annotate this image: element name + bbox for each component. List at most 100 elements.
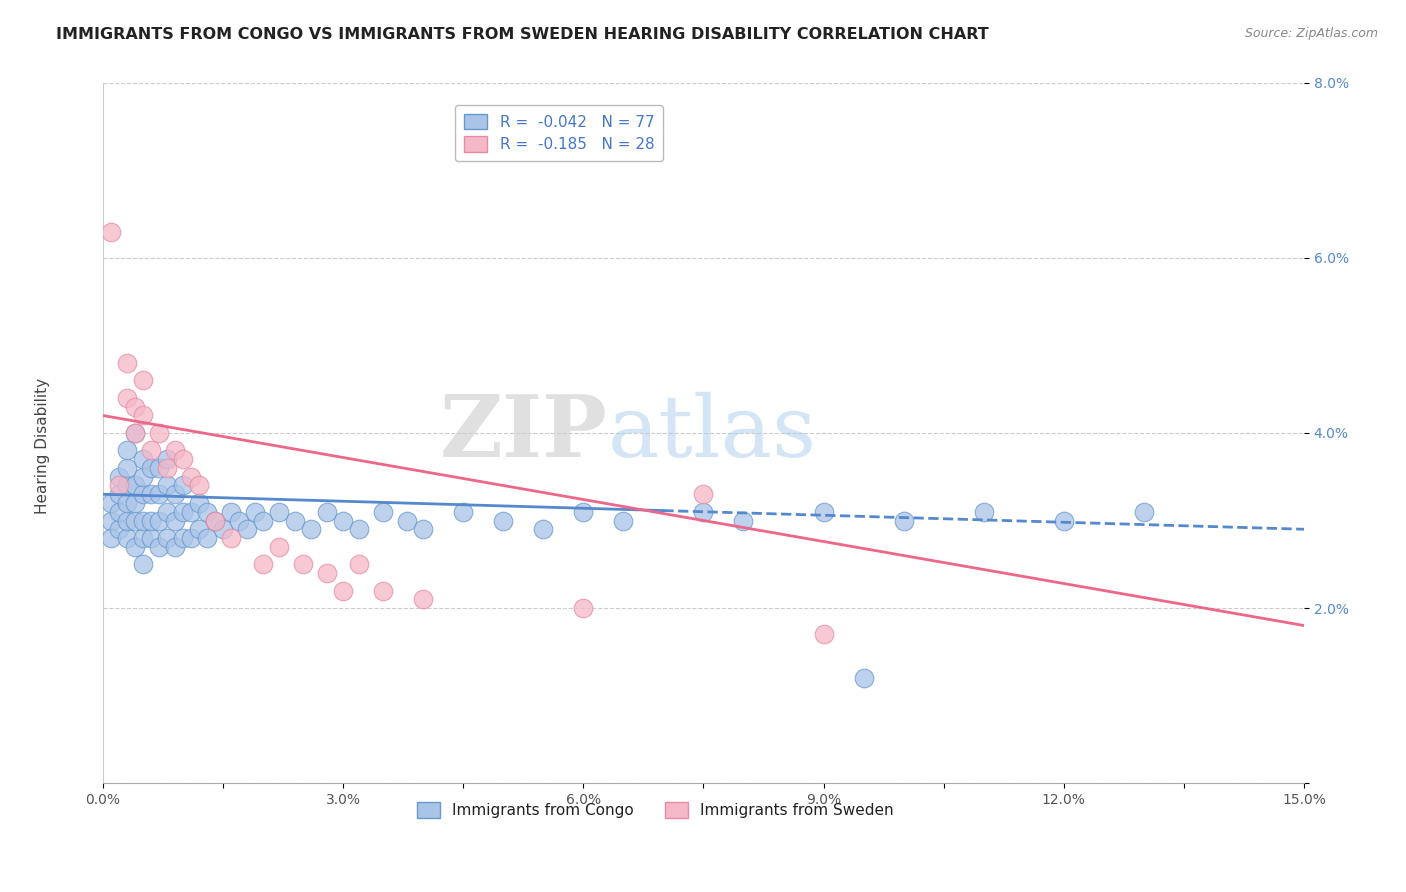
Point xyxy=(252,558,274,572)
Point xyxy=(163,514,186,528)
Point xyxy=(531,522,554,536)
Text: Source: ZipAtlas.com: Source: ZipAtlas.com xyxy=(1244,27,1378,40)
Point xyxy=(267,505,290,519)
Point xyxy=(100,514,122,528)
Point xyxy=(163,487,186,501)
Point xyxy=(195,505,218,519)
Point xyxy=(172,452,194,467)
Point xyxy=(492,514,515,528)
Point xyxy=(195,531,218,545)
Point xyxy=(813,627,835,641)
Point xyxy=(451,505,474,519)
Text: atlas: atlas xyxy=(607,392,817,475)
Point xyxy=(572,601,595,615)
Point xyxy=(115,356,138,370)
Point xyxy=(124,496,146,510)
Point xyxy=(132,409,155,423)
Point xyxy=(156,505,179,519)
Text: ZIP: ZIP xyxy=(440,391,607,475)
Point xyxy=(148,487,170,501)
Point xyxy=(180,505,202,519)
Point xyxy=(115,478,138,492)
Point xyxy=(115,391,138,405)
Point xyxy=(973,505,995,519)
Point xyxy=(813,505,835,519)
Point xyxy=(692,505,714,519)
Point xyxy=(115,531,138,545)
Point xyxy=(148,425,170,440)
Point xyxy=(148,514,170,528)
Point xyxy=(412,522,434,536)
Point xyxy=(156,478,179,492)
Point xyxy=(1053,514,1076,528)
Text: IMMIGRANTS FROM CONGO VS IMMIGRANTS FROM SWEDEN HEARING DISABILITY CORRELATION C: IMMIGRANTS FROM CONGO VS IMMIGRANTS FROM… xyxy=(56,27,988,42)
Point xyxy=(139,514,162,528)
Point xyxy=(299,522,322,536)
Point xyxy=(139,461,162,475)
Point xyxy=(204,514,226,528)
Point xyxy=(156,461,179,475)
Point xyxy=(139,487,162,501)
Point xyxy=(187,478,209,492)
Point xyxy=(172,505,194,519)
Point xyxy=(180,469,202,483)
Point xyxy=(163,443,186,458)
Point xyxy=(108,469,131,483)
Point xyxy=(316,505,339,519)
Point xyxy=(108,505,131,519)
Point xyxy=(267,540,290,554)
Point xyxy=(108,478,131,492)
Point xyxy=(115,496,138,510)
Point xyxy=(115,514,138,528)
Point xyxy=(148,461,170,475)
Point xyxy=(219,531,242,545)
Point xyxy=(132,452,155,467)
Point xyxy=(347,558,370,572)
Point xyxy=(187,496,209,510)
Point xyxy=(124,425,146,440)
Point xyxy=(156,531,179,545)
Point xyxy=(893,514,915,528)
Point xyxy=(1133,505,1156,519)
Point xyxy=(284,514,307,528)
Point xyxy=(347,522,370,536)
Point xyxy=(124,425,146,440)
Point xyxy=(148,540,170,554)
Point xyxy=(243,505,266,519)
Point xyxy=(163,540,186,554)
Point xyxy=(412,592,434,607)
Point xyxy=(371,583,394,598)
Point xyxy=(204,514,226,528)
Point xyxy=(236,522,259,536)
Point xyxy=(396,514,419,528)
Point xyxy=(132,469,155,483)
Point xyxy=(124,514,146,528)
Point xyxy=(108,487,131,501)
Point xyxy=(132,531,155,545)
Point xyxy=(100,531,122,545)
Point xyxy=(332,583,354,598)
Point xyxy=(572,505,595,519)
Point xyxy=(371,505,394,519)
Point xyxy=(612,514,634,528)
Point xyxy=(139,531,162,545)
Point xyxy=(852,671,875,685)
Point xyxy=(132,487,155,501)
Point xyxy=(187,522,209,536)
Point xyxy=(132,374,155,388)
Point xyxy=(212,522,235,536)
Point xyxy=(108,522,131,536)
Point xyxy=(172,478,194,492)
Point xyxy=(115,461,138,475)
Point xyxy=(692,487,714,501)
Point xyxy=(139,443,162,458)
Point xyxy=(252,514,274,528)
Point xyxy=(124,478,146,492)
Point xyxy=(132,514,155,528)
Point xyxy=(292,558,315,572)
Point xyxy=(156,452,179,467)
Point xyxy=(332,514,354,528)
Point xyxy=(172,531,194,545)
Point xyxy=(316,566,339,580)
Point xyxy=(228,514,250,528)
